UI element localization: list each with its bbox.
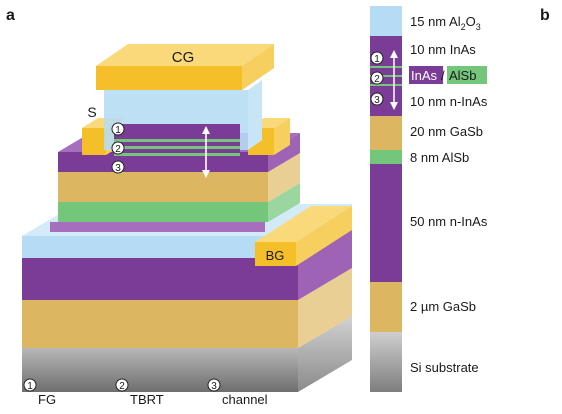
device-marker-1: 1	[111, 122, 125, 136]
svg-text:3: 3	[211, 381, 217, 392]
channel-alsb-line-3	[114, 153, 240, 156]
stack-marker-1: 1	[370, 51, 384, 65]
svg-text:2: 2	[115, 144, 121, 155]
s-label: S	[87, 104, 96, 120]
device-marker-2: 2	[111, 141, 125, 155]
highlight-alsb-bg	[447, 66, 487, 84]
cg-front	[96, 66, 242, 90]
layer-stack: 1 2 3	[370, 6, 402, 392]
mesa-ninas-side	[268, 133, 300, 172]
highlight-inas-bg	[409, 66, 443, 84]
stack-gasb	[370, 116, 402, 150]
cg-top	[96, 44, 274, 66]
stack-label-gasb-bottom: 2 µm GaSb	[410, 299, 476, 314]
stack-alsb-line-2	[370, 75, 402, 77]
stack-double-arrow	[390, 50, 398, 110]
stack-label-inas-alsb: InAs / AlSb	[409, 66, 487, 84]
device-marker-3: 3	[111, 160, 125, 174]
mesa-gasb-side	[268, 153, 300, 202]
svg-text:1: 1	[374, 54, 380, 65]
panel-b-label: b	[540, 7, 550, 24]
stack-label-ninas-top: 10 nm n-InAs	[410, 94, 488, 109]
bg-label: BG	[266, 248, 285, 263]
stack-oxide	[370, 6, 402, 36]
substrate-front	[22, 348, 298, 392]
bottom-inas-front	[22, 258, 298, 300]
stack-alsb-line-3	[370, 84, 402, 86]
channel-alsb-line-2	[114, 146, 240, 149]
bg-contact-front	[255, 242, 296, 266]
mesa-inas-lower	[50, 222, 265, 232]
highlight-inas-text: InAs	[411, 68, 438, 83]
stack-labels: 15 nm Al2O3 10 nm InAs InAs / AlSb 10 nm…	[409, 14, 488, 375]
s-contact-front	[82, 128, 106, 155]
d-contact-side	[274, 118, 290, 155]
cg-label: CG	[172, 49, 195, 66]
legend-label-tbrt: TBRT	[130, 392, 164, 407]
svg-text:2: 2	[374, 74, 380, 85]
legend-label-fg: FG	[38, 392, 56, 407]
cg-side	[242, 44, 274, 90]
bg-contact-top	[255, 206, 352, 242]
stack-marker-3: 3	[370, 92, 384, 106]
gate-oxide-side	[248, 80, 262, 150]
mesa-alsb-front	[58, 202, 268, 222]
highlight-sep: /	[441, 68, 445, 83]
svg-text:1: 1	[115, 125, 121, 136]
bg-contact-side	[296, 206, 352, 266]
svg-text:3: 3	[115, 163, 121, 174]
stack-label-inas: 10 nm InAs	[410, 42, 476, 57]
device-3d: BG S D	[22, 44, 352, 392]
bottom-inas-side	[298, 226, 352, 300]
legend-item-tbrt: 2 TBRT	[115, 378, 164, 407]
svg-text:1: 1	[27, 381, 33, 392]
stack-label-alsb: 8 nm AlSb	[410, 150, 469, 165]
base-oxide-front	[22, 236, 298, 258]
stack-gasb-bottom	[370, 282, 402, 332]
stack-label-gasb: 20 nm GaSb	[410, 124, 483, 139]
bottom-gasb-side	[298, 268, 352, 348]
substrate-side	[298, 316, 352, 392]
svg-text:3: 3	[374, 95, 380, 106]
legend-item-fg: 1 FG	[23, 378, 56, 407]
stack-label-oxide: 15 nm Al2O3	[410, 14, 481, 32]
highlight-alsb-text: AlSb	[449, 68, 476, 83]
legend: 1 FG 2 TBRT 3 channel	[23, 378, 268, 407]
mesa-gasb-front	[58, 172, 268, 202]
stack-si	[370, 332, 402, 392]
legend-label-channel: channel	[222, 392, 268, 407]
stack-ninas	[370, 164, 402, 282]
mesa-alsb-side	[268, 183, 300, 222]
stack-label-ninas: 50 nm n-InAs	[410, 214, 488, 229]
channel-alsb-line-1	[114, 139, 240, 142]
panel-a-label: a	[6, 7, 15, 24]
stack-alsb-line-1	[370, 66, 402, 68]
stack-marker-2: 2	[370, 71, 384, 85]
stack-label-si: Si substrate	[410, 360, 479, 375]
stack-alsb	[370, 150, 402, 164]
vertical-double-arrow	[202, 126, 210, 178]
bottom-gasb-front	[22, 300, 298, 348]
svg-text:2: 2	[119, 381, 125, 392]
legend-item-channel: 3 channel	[207, 378, 268, 407]
